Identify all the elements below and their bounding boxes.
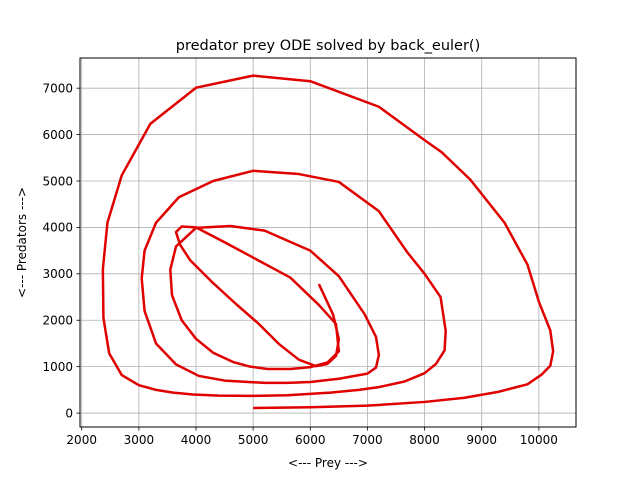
- y-tick-label: 4000: [42, 221, 73, 235]
- y-tick-label: 1000: [42, 360, 73, 374]
- x-tick-label: 9000: [466, 433, 497, 447]
- y-tick-label: 7000: [42, 81, 73, 95]
- x-tick-label: 6000: [295, 433, 326, 447]
- plot-area-background: [80, 58, 576, 427]
- x-tick-label: 10000: [520, 433, 558, 447]
- series-group: [101, 74, 555, 410]
- y-axis-label: <--- Predators --->: [15, 187, 29, 298]
- x-tick-label: 3000: [124, 433, 155, 447]
- y-tick-label: 0: [65, 406, 73, 420]
- x-tick-label: 7000: [352, 433, 383, 447]
- x-tick-label: 5000: [238, 433, 269, 447]
- y-tick-label: 3000: [42, 267, 73, 281]
- x-tick-label: 4000: [181, 433, 212, 447]
- x-axis-label: <--- Prey --->: [288, 456, 368, 470]
- chart-title: predator prey ODE solved by back_euler(): [176, 38, 481, 54]
- plot-frame: [79, 57, 577, 428]
- y-tick-label: 2000: [42, 314, 73, 328]
- x-tick-label: 2000: [66, 433, 97, 447]
- y-tick-label: 6000: [42, 128, 73, 142]
- series-line: [101, 74, 555, 410]
- x-tick-label: 8000: [409, 433, 440, 447]
- ticks: 2000 3000 4000 5000 6000 7000 8000 9000 10000 0 10…: [42, 81, 558, 447]
- y-tick-label: 5000: [42, 174, 73, 188]
